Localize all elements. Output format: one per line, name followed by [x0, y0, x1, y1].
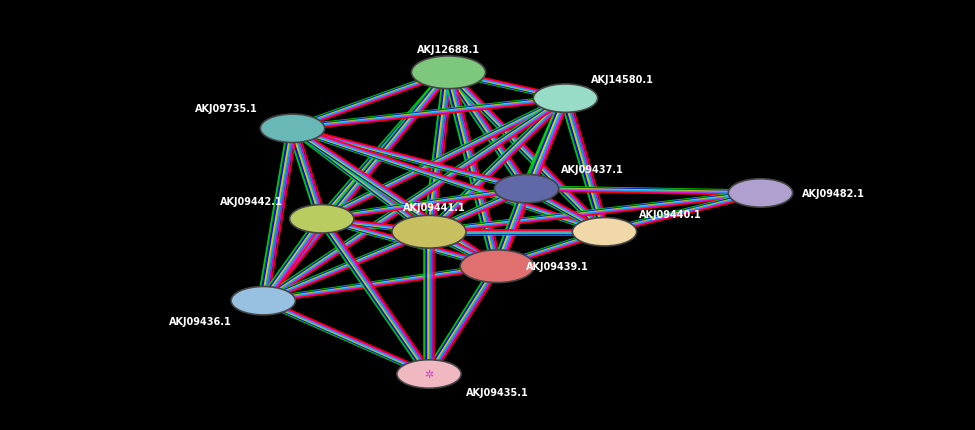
Text: AKJ12688.1: AKJ12688.1 — [417, 44, 480, 55]
Text: AKJ14580.1: AKJ14580.1 — [591, 74, 653, 85]
Text: AKJ09482.1: AKJ09482.1 — [802, 188, 865, 199]
Circle shape — [392, 216, 466, 249]
Text: AKJ09435.1: AKJ09435.1 — [466, 387, 528, 397]
Text: ✲: ✲ — [424, 369, 434, 379]
Circle shape — [572, 218, 637, 246]
Circle shape — [411, 57, 486, 89]
Text: AKJ09437.1: AKJ09437.1 — [562, 165, 624, 175]
Text: AKJ09441.1: AKJ09441.1 — [403, 202, 465, 212]
Text: AKJ09436.1: AKJ09436.1 — [169, 316, 231, 326]
Circle shape — [231, 287, 295, 315]
Circle shape — [260, 115, 325, 143]
Text: AKJ09439.1: AKJ09439.1 — [526, 261, 589, 272]
Circle shape — [290, 205, 354, 233]
Circle shape — [728, 179, 793, 208]
Circle shape — [494, 175, 559, 203]
Text: AKJ09442.1: AKJ09442.1 — [220, 196, 283, 206]
Circle shape — [533, 85, 598, 113]
Circle shape — [460, 250, 534, 283]
Text: AKJ09735.1: AKJ09735.1 — [195, 103, 257, 114]
Circle shape — [397, 360, 461, 388]
Text: AKJ09440.1: AKJ09440.1 — [640, 209, 702, 219]
